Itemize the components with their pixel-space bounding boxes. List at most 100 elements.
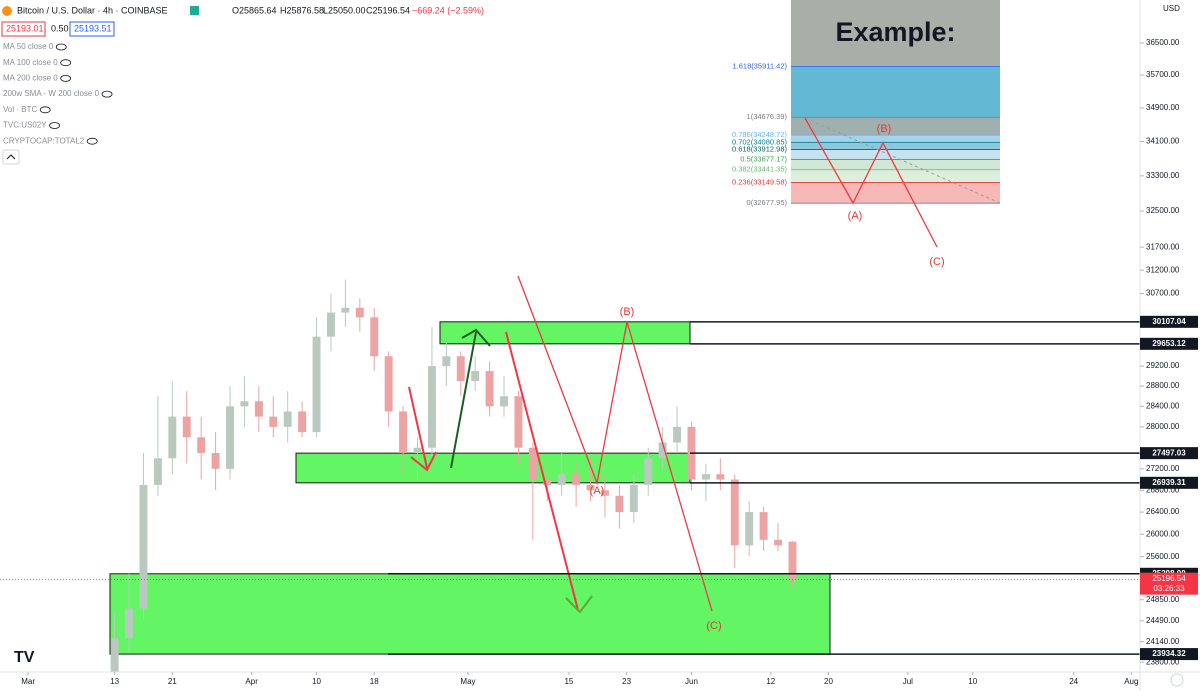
x-tick-label: 23 bbox=[622, 677, 631, 686]
y-tick-label: 24140.00 bbox=[1146, 637, 1180, 646]
candle-body bbox=[701, 474, 710, 480]
y-tick-label: 28400.00 bbox=[1146, 401, 1180, 410]
example-title: Example: bbox=[835, 17, 955, 47]
x-tick-label: 10 bbox=[968, 677, 977, 686]
currency-label: USD bbox=[1163, 4, 1180, 13]
candle-body bbox=[471, 371, 480, 382]
level-tag bbox=[1140, 447, 1198, 460]
y-tick-label: 27200.00 bbox=[1146, 464, 1180, 473]
candle-body bbox=[528, 447, 537, 480]
fib-label: 1.618(35911.42) bbox=[733, 62, 788, 71]
arrow bbox=[408, 386, 428, 469]
level-tag-label: 26939.31 bbox=[1152, 478, 1186, 487]
collapse-button[interactable] bbox=[2, 149, 20, 165]
visibility-icon[interactable] bbox=[49, 122, 60, 129]
y-tick-label: 24490.00 bbox=[1146, 616, 1180, 625]
indicators: MA 50 close 0 MA 100 close 0 MA 200 close … bbox=[3, 42, 113, 145]
candle-body bbox=[341, 307, 350, 313]
zone bbox=[109, 573, 831, 655]
level-tag bbox=[1140, 315, 1198, 328]
visibility-icon[interactable] bbox=[39, 106, 51, 114]
header: Bitcoin / U.S. Dollar · 4h · COINBASE O2… bbox=[1, 5, 484, 37]
level-tag bbox=[1140, 337, 1198, 350]
ask-box[interactable] bbox=[69, 21, 115, 37]
candle-body bbox=[327, 312, 335, 337]
spread: 0.50 bbox=[51, 23, 69, 33]
plot-drawings bbox=[388, 117, 1140, 655]
visibility-icon[interactable] bbox=[60, 59, 72, 67]
open: O25865.64 bbox=[232, 5, 277, 15]
plot-back: Example: bbox=[109, 0, 1000, 655]
candle-body bbox=[427, 366, 436, 448]
fib-band bbox=[791, 135, 1000, 143]
fib-label: 0.702(34080.85) bbox=[732, 137, 788, 146]
y-tick-label: 34900.00 bbox=[1146, 103, 1180, 112]
indicator-label: MA 100 close 0 bbox=[3, 58, 58, 67]
fib-label: 0.236(33149.58) bbox=[732, 177, 788, 186]
y-tick-label: 30700.00 bbox=[1146, 289, 1180, 298]
candle-body bbox=[298, 411, 307, 433]
level-tag bbox=[1140, 648, 1198, 661]
candle-body bbox=[615, 495, 624, 513]
logo: TV bbox=[14, 649, 35, 666]
candle-body bbox=[283, 411, 292, 427]
candle-body bbox=[125, 608, 134, 639]
fib-label: 0.382(33441.35) bbox=[732, 165, 788, 174]
fib-label: 0.786(34248.72) bbox=[732, 130, 788, 139]
y-tick-label: 23800.00 bbox=[1146, 657, 1180, 666]
candle-body bbox=[226, 406, 234, 469]
candle-body bbox=[399, 411, 408, 453]
bid-box[interactable] bbox=[1, 21, 46, 37]
y-tick-label: 26800.00 bbox=[1146, 485, 1180, 494]
high: H25876.58 bbox=[280, 5, 324, 15]
candle-body bbox=[413, 447, 422, 453]
level-tag-label: 27497.03 bbox=[1152, 448, 1186, 457]
candle-body bbox=[601, 490, 609, 496]
x-tick-label: May bbox=[460, 677, 475, 686]
y-tick-label: 32500.00 bbox=[1146, 206, 1180, 215]
countdown: 03:26:33 bbox=[1153, 584, 1185, 593]
wave-label: (B) bbox=[877, 123, 892, 135]
candle-body bbox=[153, 458, 162, 485]
x-tick-label: Jul bbox=[903, 677, 913, 686]
low: L25050.00 bbox=[323, 5, 366, 15]
visibility-icon[interactable] bbox=[55, 43, 67, 51]
x-tick-label: Aug bbox=[1124, 677, 1138, 686]
candle-body bbox=[572, 474, 581, 485]
wave-label: (C) bbox=[929, 256, 944, 268]
fib-label: 0(32677.95) bbox=[747, 198, 788, 207]
fib-band bbox=[791, 66, 1000, 118]
level-tag-label: 29653.12 bbox=[1152, 339, 1186, 348]
candle-body bbox=[730, 479, 739, 546]
candle-body bbox=[211, 452, 220, 469]
candle-body bbox=[500, 396, 508, 407]
auto-scale-button[interactable] bbox=[1170, 673, 1184, 687]
close: C25196.54 bbox=[366, 5, 410, 15]
indicator-label: 200w SMA - W 200 close 0 bbox=[3, 89, 100, 98]
x-tick-label: 20 bbox=[824, 677, 833, 686]
fib-band bbox=[791, 142, 1000, 150]
wave-label: (A) bbox=[590, 485, 605, 497]
fib-band bbox=[791, 159, 1000, 170]
x-tick-label: Mar bbox=[21, 677, 35, 686]
x-tick-label: 18 bbox=[370, 677, 379, 686]
visibility-icon[interactable] bbox=[101, 90, 113, 98]
y-tick-label: 28800.00 bbox=[1146, 381, 1180, 390]
candle-body bbox=[355, 307, 364, 318]
visibility-icon[interactable] bbox=[60, 75, 72, 82]
candle-body bbox=[557, 474, 566, 485]
change: −669.24 (−2.59%) bbox=[412, 5, 484, 15]
example-header bbox=[791, 0, 1000, 67]
indicator-label: TVC:US02Y bbox=[3, 121, 47, 130]
visibility-icon[interactable] bbox=[86, 137, 98, 145]
candle-body bbox=[774, 539, 782, 546]
candle-body bbox=[759, 512, 768, 540]
y-tick-label: 35700.00 bbox=[1146, 70, 1180, 79]
candle-body bbox=[168, 416, 177, 459]
wave-label: (B) bbox=[620, 306, 635, 318]
collapse-icon bbox=[6, 154, 16, 160]
candle-body bbox=[514, 396, 523, 448]
wave-line bbox=[517, 275, 713, 612]
candle-body bbox=[543, 479, 552, 485]
